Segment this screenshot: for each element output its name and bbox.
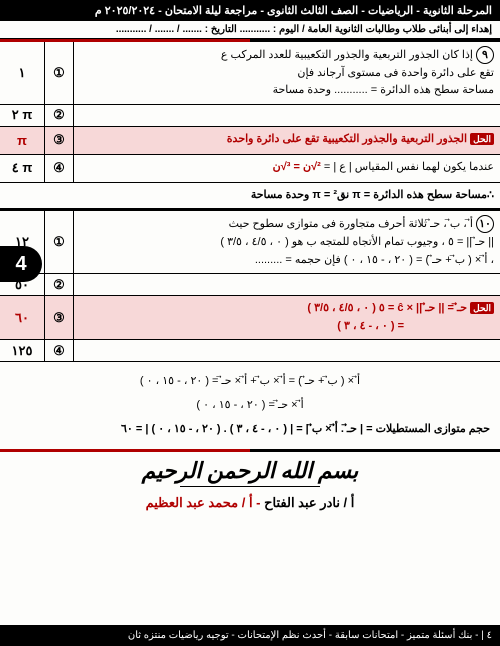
q10-work: أ⃗ × ( ب⃗ + حـ⃗ ) = أ⃗ × ب⃗ + أ⃗ × حـ⃗ =… [0,362,500,449]
q9-ans3: π [0,127,44,154]
q9-opt1: ① [44,42,74,104]
q10-ans3: ٦٠ [0,296,44,339]
q10-s1: حـ⃗ = || حـ⃗ || × ĉ = ٥ ( ٠ ، ٤/٥ ، ٣/٥ … [307,302,467,314]
sol-label: الحل [470,133,494,145]
q10-opt1: ① [44,211,74,273]
q10-text: ١٠ أ⃗ ، ب⃗ ، حـ⃗ ثلاثة أحرف متجاورة فى م… [74,211,500,273]
q10-number: ١٠ [476,215,494,233]
q9-area-row: ∴مساحة سطح هذه الدائرة = π نق² = π وحدة … [0,183,500,212]
q9-line1: إذا كان الجذور التربعية والجذور التكعيبي… [221,49,473,61]
q10-sol-row: الحل حـ⃗ = || حـ⃗ || × ĉ = ٥ ( ٠ ، ٤/٥ ،… [0,296,500,340]
q9-area: ∴مساحة سطح هذه الدائرة = π نق² = π وحدة … [0,183,500,209]
q10-line3: ، أ⃗ × ( ب⃗ + حـ⃗ ) = ( ٢٠ ، - ١٥ ، ٠ ) … [255,254,494,266]
q10-row2: ② ٥٠ [0,274,500,296]
q9-line2: تقع على دائرة واحدة فى مستوى آرجاند فإن [297,67,494,79]
q9-ans1: ١ [0,42,44,104]
sol-label2: الحل [470,302,494,314]
header-sub: إهداء إلى أبنائى طلاب وطالبات الثانوية ا… [0,21,500,39]
q9-opt2: ② [44,105,74,126]
q10-ans4: ١٢٥ [0,340,44,361]
q9-text: ٩ إذا كان الجذور التربعية والجذور التكعي… [74,42,500,104]
q9-sol-row: الحل الجذور التربعية والجذور التكعيبية ت… [0,127,500,155]
authors: أ / نادر عبد الفتاح - أ / محمد عبد العظي… [0,495,500,511]
q9-number: ٩ [476,46,494,64]
q9-sol1: الجذور التربعية والجذور التكعيبية تقع عل… [227,133,467,145]
q10-vol: حجم متوازى المستطيلات = | حـ⃗ . أ⃗ × ب⃗ … [10,419,490,440]
q9-ans4: ٤ π [0,155,44,182]
bismillah: بسم الله الرحمن الرحيم [0,458,500,484]
q10-opt4: ④ [44,340,74,361]
q9-line3: مساحة سطح هذه الدائرة = ........... وحدة… [273,84,494,96]
q9-ans2: ٢ π [0,105,44,126]
q9-sol2-row: عندما يكون لهما نفس المقياس | ع | = ²√ن … [0,155,500,183]
divider2 [0,449,500,452]
page-badge: 4 [0,246,42,282]
q10-opt3: ③ [44,296,74,339]
q9-opt3: ③ [44,127,74,154]
q10-w2: أ⃗ × حـ⃗ = ( ٢٠ ، - ١٥ ، ٠ ) [10,395,490,416]
header-top: المرحلة الثانوية - الرياضيات - الصف الثا… [0,0,500,21]
q10-opt2: ② [44,274,74,295]
q9-sol2a: عندما يكون لهما نفس المقياس | ع | = [321,161,494,173]
q10-row1: ١٠ أ⃗ ، ب⃗ ، حـ⃗ ثلاثة أحرف متجاورة فى م… [0,211,500,274]
footer: ٤ | - بنك أسئلة متميز - امتحانات سابقة -… [0,625,500,646]
q10-s2: = ( ٠ ، - ٤ ، ٣ ) [337,320,494,332]
q10-line1: أ⃗ ، ب⃗ ، حـ⃗ ثلاثة أحرف متجاورة فى متوا… [229,218,473,230]
q10-w1: أ⃗ × ( ب⃗ + حـ⃗ ) = أ⃗ × ب⃗ + أ⃗ × حـ⃗ =… [10,371,490,392]
q10-row4: ④ ١٢٥ [0,340,500,362]
page: المرحلة الثانوية - الرياضيات - الصف الثا… [0,0,500,646]
author2: أ / محمد عبد العظيم [146,495,253,510]
q9-row1: ٩ إذا كان الجذور التربعية والجذور التكعي… [0,42,500,105]
q9-sol2b: ²√ن = ³√ن [273,161,321,173]
author-sep: - [253,495,261,510]
underline [180,486,320,487]
q9-opt4: ④ [44,155,74,182]
author1: أ / نادر عبد الفتاح [264,495,354,510]
q9-row2: ② ٢ π [0,105,500,127]
q10-line2: || حـ⃗ || = ٥ ، وجيوب تمام الأتجاه للمتج… [220,236,494,248]
